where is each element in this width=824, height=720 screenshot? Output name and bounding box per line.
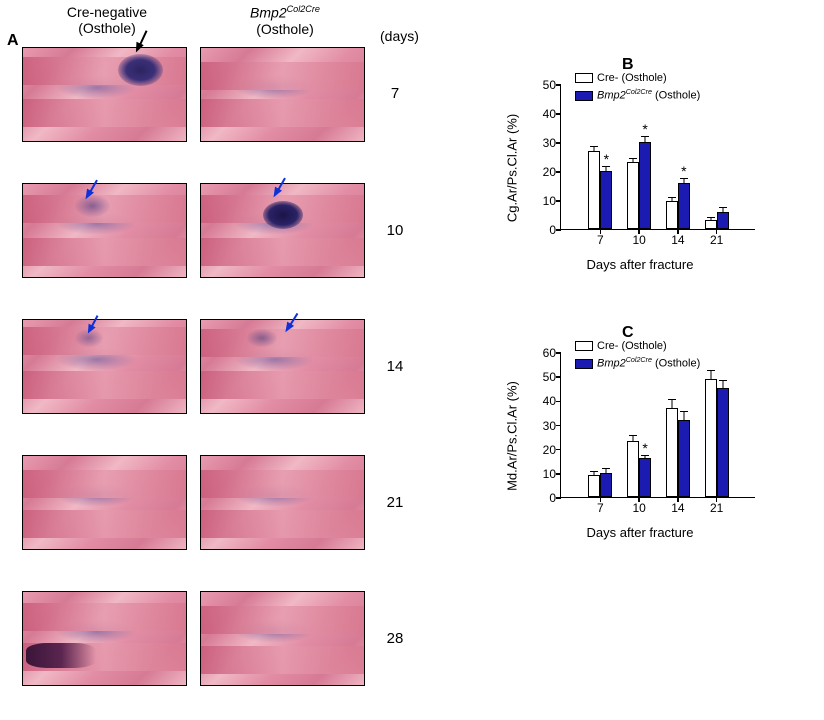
- day-label-7: 7: [380, 85, 410, 102]
- xtick-label: 14: [671, 501, 684, 515]
- significance-star: *: [604, 151, 609, 167]
- ytick-label: 10: [531, 194, 556, 208]
- chart-c: 0102030405060710*1421 Md.Ar/Ps.Cl.Ar (%)…: [520, 343, 760, 528]
- histology-bmp2-d28: [200, 591, 365, 686]
- ytick-label: 40: [531, 107, 556, 121]
- arrow-blue-4: [288, 311, 290, 327]
- ytick-label: 10: [531, 467, 556, 481]
- chart-b-ylabel: Cg.Ar/Ps.Cl.Ar (%): [505, 113, 520, 221]
- day-label-21: 21: [380, 494, 410, 511]
- panel-a-label: A: [7, 32, 19, 50]
- significance-star: *: [681, 163, 686, 179]
- ytick-label: 50: [531, 78, 556, 92]
- chart-c-plot: 0102030405060710*1421: [560, 353, 755, 498]
- ytick-label: 50: [531, 370, 556, 384]
- chart-c-ylabel: Md.Ar/Ps.Cl.Ar (%): [505, 381, 520, 491]
- col1-header-line1: Cre-negative: [27, 4, 187, 20]
- xtick-label: 21: [710, 501, 723, 515]
- bar: [627, 441, 639, 497]
- xtick-label: 21: [710, 233, 723, 247]
- col1-header-line2: (Osthole): [27, 20, 187, 36]
- chart-c-xlabel: Days after fracture: [587, 525, 694, 540]
- xtick-label: 10: [632, 501, 645, 515]
- ytick-label: 20: [531, 165, 556, 179]
- bar: [666, 201, 678, 229]
- ytick-label: 30: [531, 419, 556, 433]
- bar: [717, 388, 729, 497]
- arrow-blue-3: [90, 314, 92, 328]
- ytick-label: 0: [531, 491, 556, 505]
- significance-star: *: [642, 121, 647, 137]
- ytick-label: 20: [531, 443, 556, 457]
- col2-header-line2: (Osthole): [205, 21, 365, 37]
- day-label-10: 10: [380, 222, 410, 239]
- significance-star: *: [642, 440, 647, 456]
- xtick-label: 7: [597, 233, 604, 247]
- xtick-label: 10: [632, 233, 645, 247]
- bar: [627, 162, 639, 229]
- arrow-blue-1: [88, 178, 90, 194]
- bar: [678, 420, 690, 497]
- bar: [678, 183, 690, 229]
- days-header: (days): [380, 28, 419, 44]
- col2-header: Bmp2Col2Cre (Osthole): [205, 4, 365, 37]
- arrow-blue-2: [276, 176, 278, 192]
- bar: [705, 220, 717, 229]
- histology-bmp2-d21: [200, 455, 365, 550]
- chart-b-xlabel: Days after fracture: [587, 257, 694, 272]
- bar: [666, 408, 678, 497]
- chart-b: 010203040507*10*14*21 Cg.Ar/Ps.Cl.Ar (%)…: [520, 75, 760, 260]
- ytick-label: 40: [531, 394, 556, 408]
- col1-header: Cre-negative (Osthole): [27, 4, 187, 36]
- bar: [588, 151, 600, 229]
- bar: [600, 171, 612, 229]
- col2-header-line1: Bmp2Col2Cre: [205, 4, 365, 21]
- bar: [639, 458, 651, 497]
- histology-cre-neg-d28: [22, 591, 187, 686]
- histology-cre-neg-d10: [22, 183, 187, 278]
- xtick-label: 14: [671, 233, 684, 247]
- bar: [588, 475, 600, 497]
- ytick-label: 0: [531, 223, 556, 237]
- bar: [705, 379, 717, 497]
- histology-cre-neg-d14: [22, 319, 187, 414]
- day-label-14: 14: [380, 358, 410, 375]
- bar: [600, 473, 612, 497]
- bar: [717, 212, 729, 229]
- histology-bmp2-d7: [200, 47, 365, 142]
- histology-cre-neg-d21: [22, 455, 187, 550]
- chart-c-legend: Cre- (Osthole) Bmp2Col2Cre (Osthole): [575, 339, 700, 371]
- ytick-label: 30: [531, 136, 556, 150]
- day-label-28: 28: [380, 630, 410, 647]
- arrow-black: [138, 29, 140, 47]
- chart-b-legend: Cre- (Osthole) Bmp2Col2Cre (Osthole): [575, 71, 700, 103]
- histology-bmp2-d14: [200, 319, 365, 414]
- xtick-label: 7: [597, 501, 604, 515]
- ytick-label: 60: [531, 346, 556, 360]
- chart-b-plot: 010203040507*10*14*21: [560, 85, 755, 230]
- histology-cre-neg-d7: [22, 47, 187, 142]
- histology-bmp2-d10: [200, 183, 365, 278]
- bar: [639, 142, 651, 229]
